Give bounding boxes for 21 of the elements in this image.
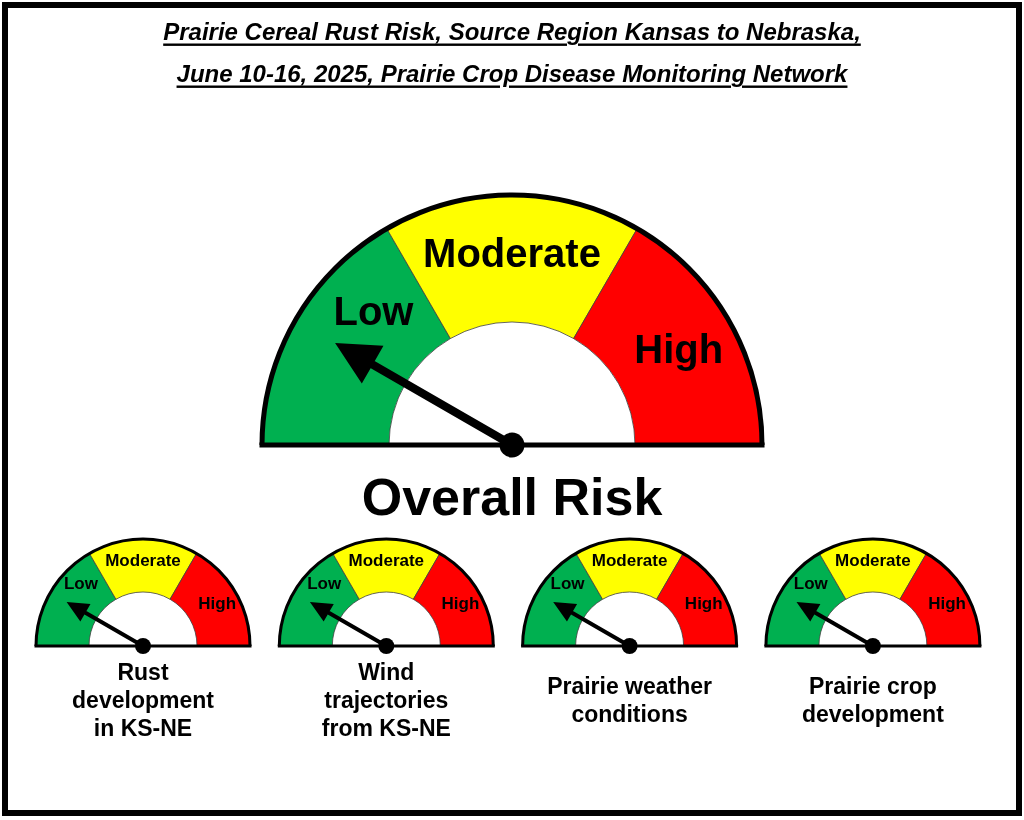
text: Prairie crop development — [801, 673, 945, 727]
slice-label: Low — [550, 574, 586, 594]
slice-label: High — [684, 593, 723, 613]
text: Prairie weather conditions — [547, 673, 713, 727]
slice-label: Moderate — [105, 550, 181, 570]
slice-label: Low — [307, 574, 342, 594]
text: Wind trajectories from KS-NE — [321, 659, 451, 741]
slice-label: Low — [63, 574, 99, 594]
slice-label: Moderate — [835, 550, 911, 570]
slice-label: Low — [333, 289, 415, 334]
slice-label: Low — [793, 574, 829, 594]
slice-label: Moderate — [348, 550, 425, 570]
slice-label: Moderate — [591, 550, 668, 570]
text: Overall Risk — [361, 468, 663, 526]
text: Rust development in KS-NE — [72, 659, 215, 741]
slice-label: High — [198, 593, 237, 613]
slice-label: High — [634, 326, 724, 371]
slice-label: Moderate — [423, 230, 601, 275]
slice-label: High — [441, 593, 480, 613]
slice-label: High — [928, 593, 966, 613]
chart-title: Prairie Cereal Rust Risk, Source Region Kansas to Nebraska, June 10-16, 2025, Prairie Crop Disease Monitoring Network — [163, 17, 861, 87]
